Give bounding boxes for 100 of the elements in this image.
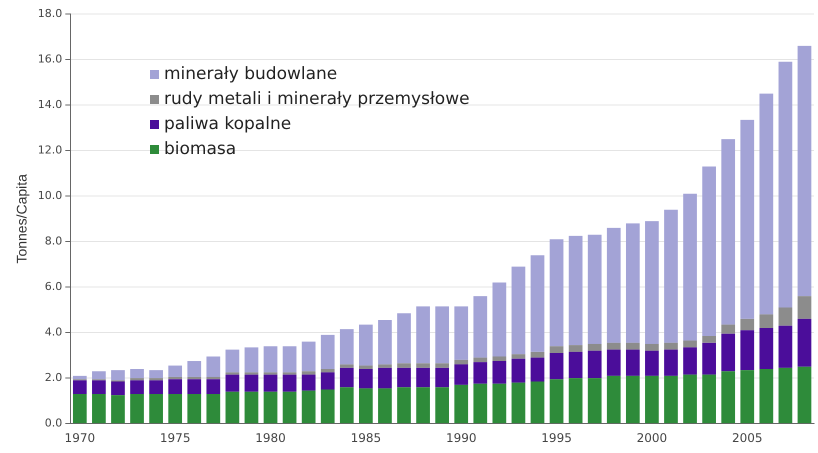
bar [416, 306, 430, 364]
x-tick-label: 1995 [541, 430, 572, 445]
bar [568, 352, 582, 378]
bar [721, 139, 736, 325]
bar [588, 378, 602, 424]
bar [92, 371, 106, 380]
bar [530, 352, 544, 358]
bar [264, 374, 278, 392]
bar [702, 336, 716, 343]
bar [111, 395, 125, 424]
bar [740, 120, 754, 319]
bar [473, 296, 488, 358]
bar [168, 394, 182, 424]
bar [72, 380, 87, 394]
bar [588, 350, 602, 378]
x-tick-label: 1970 [64, 430, 96, 445]
bar [359, 366, 373, 369]
bar [302, 374, 316, 391]
bar [550, 346, 564, 354]
bar [606, 376, 621, 424]
bar [454, 364, 468, 385]
bar [320, 334, 335, 369]
bar [588, 344, 602, 351]
bar [759, 94, 774, 314]
bar [645, 344, 659, 351]
bar [206, 356, 220, 377]
x-tick-label: 1990 [446, 430, 476, 445]
x-tick-label: 2000 [636, 430, 668, 445]
bar [759, 328, 774, 369]
y-tick-label: 12.0 [38, 143, 62, 156]
bar [798, 296, 812, 319]
bar [435, 306, 450, 364]
bar [244, 392, 258, 424]
bar [244, 372, 258, 375]
bar [378, 320, 392, 364]
bar [340, 387, 354, 424]
bar [778, 368, 792, 424]
bar [359, 368, 373, 388]
bar [244, 347, 258, 372]
bar [798, 366, 812, 424]
x-tick-label: 1985 [350, 430, 382, 445]
bar [759, 314, 774, 328]
bar [512, 358, 526, 383]
bar [226, 392, 240, 424]
bar [512, 354, 526, 359]
legend-label: biomasa [164, 138, 236, 161]
x-tick-label: 1980 [255, 430, 286, 445]
bar [416, 368, 430, 388]
legend-label: rudy metali i minerały przemysłowe [164, 88, 470, 111]
bar [226, 374, 240, 392]
bar [264, 372, 278, 375]
bar [473, 358, 488, 362]
bar [302, 390, 316, 424]
bar [378, 388, 392, 424]
bar [72, 394, 87, 424]
y-tick-label: 8.0 [44, 234, 62, 248]
bar [359, 388, 373, 424]
bar [702, 166, 716, 336]
bar [397, 387, 411, 424]
bar [416, 363, 430, 368]
bar [435, 363, 450, 368]
bar [397, 368, 411, 388]
bar [626, 223, 640, 343]
bar [397, 363, 411, 368]
bar [550, 379, 564, 424]
bar [664, 210, 678, 343]
bar [454, 306, 468, 360]
bar [264, 392, 278, 424]
bar [92, 394, 106, 424]
bar [645, 376, 659, 424]
bar [226, 350, 240, 372]
bar [740, 330, 754, 370]
bar [187, 361, 202, 377]
y-tick-label: 18.0 [38, 6, 62, 20]
bar [568, 345, 582, 352]
bar [645, 350, 659, 376]
bar [492, 361, 506, 384]
bar [683, 194, 697, 341]
bar [626, 376, 640, 424]
bar [359, 324, 373, 366]
bar [606, 342, 621, 350]
bar [664, 350, 678, 376]
bar [454, 360, 468, 364]
bar [149, 370, 163, 378]
bar [378, 364, 392, 368]
bar [740, 318, 754, 330]
bar [130, 368, 144, 378]
bar [740, 370, 754, 424]
bar [187, 394, 202, 424]
y-axis-title: Tonnes/Capita [13, 174, 30, 264]
bar [320, 389, 335, 424]
bar [397, 313, 411, 364]
bar [664, 342, 678, 350]
bar [512, 382, 526, 424]
bar [111, 370, 125, 380]
bar [206, 394, 220, 424]
bar [721, 334, 736, 372]
y-tick-label: 2.0 [44, 370, 62, 384]
bar [168, 379, 182, 394]
bar [282, 392, 296, 424]
